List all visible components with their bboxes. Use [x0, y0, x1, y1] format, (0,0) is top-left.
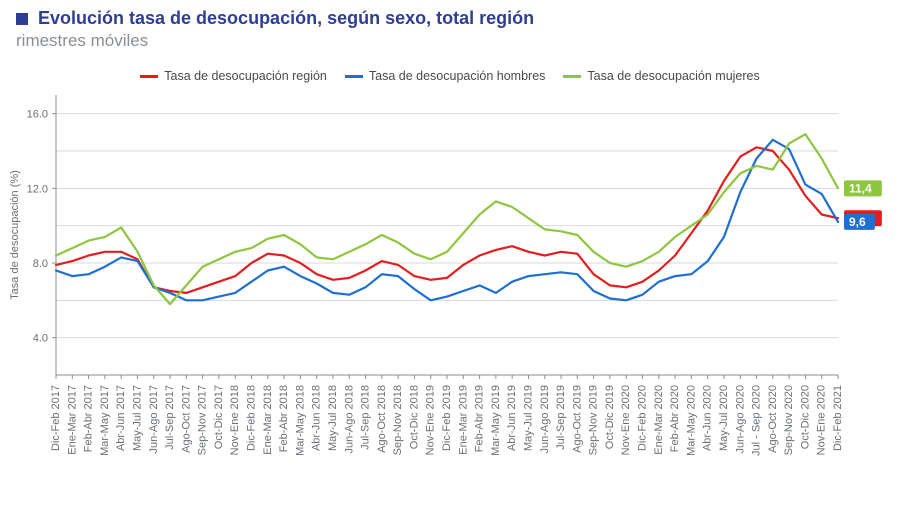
- legend-label: Tasa de desocupación mujeres: [587, 69, 759, 83]
- end-label-hombres: 9,6: [849, 215, 866, 229]
- x-tick-label: Feb-Abr 2019: [474, 385, 486, 452]
- chart-header: Evolución tasa de desocupación, según se…: [0, 0, 900, 51]
- x-tick-label: Ago-Oct 2017: [180, 385, 192, 453]
- x-tick-label: Dic-Feb 2018: [246, 385, 258, 451]
- series-line-region: [56, 147, 838, 293]
- x-tick-label: Feb-Abr 2017: [83, 385, 95, 452]
- x-tick-label: May-Jul 2020: [718, 385, 730, 451]
- x-tick-label: Abr-Jun 2020: [702, 385, 714, 451]
- legend-swatch-icon: [140, 75, 158, 78]
- x-tick-label: Nov-Ene 2020: [816, 385, 828, 455]
- x-tick-label: Dic-Feb 2017: [50, 385, 62, 451]
- end-label-mujeres: 11,4: [849, 182, 872, 196]
- series-line-hombres: [56, 140, 838, 300]
- x-tick-label: May-Jul 2018: [327, 385, 339, 451]
- x-tick-label: Mar-May 2019: [490, 385, 502, 456]
- x-tick-label: Nov-Ene 2018: [229, 385, 241, 455]
- x-tick-label: Dic-Feb 2020: [637, 385, 649, 451]
- y-tick-label: 16.0: [27, 109, 48, 121]
- y-tick-label: 12.0: [27, 183, 48, 195]
- x-tick-label: Feb-Abr 2020: [669, 385, 681, 452]
- x-tick-label: Ago-Oct 2020: [767, 385, 779, 453]
- x-tick-label: Ene-Mar 2018: [262, 385, 274, 455]
- x-tick-label: Ene-Mar 2020: [653, 385, 665, 455]
- x-tick-label: Sep-Nov 2020: [783, 385, 795, 455]
- x-tick-label: Jun-Ago 2018: [343, 385, 355, 454]
- x-tick-label: Ago-Oct 2019: [571, 385, 583, 453]
- x-tick-label: Ene-Mar 2019: [457, 385, 469, 455]
- legend-label: Tasa de desocupación región: [164, 69, 327, 83]
- x-tick-label: Dic-Feb 2021: [832, 385, 844, 451]
- chart-area: 4.0 8.0 12.0 16.0 Tasa de desocupación (%) Di…: [0, 85, 900, 485]
- y-axis-title: Tasa de desocupación (%): [9, 170, 21, 300]
- x-tick-label: Abr-Jun 2019: [506, 385, 518, 451]
- x-tick-label: Jul - Sep 2020: [751, 385, 763, 456]
- y-tick-label: 4.0: [33, 333, 48, 345]
- legend-item: Tasa de desocupación región: [140, 69, 327, 83]
- x-tick-label: Jun-Ago 2017: [148, 385, 160, 454]
- x-tick-label: Ene-Mar 2017: [66, 385, 78, 455]
- x-tick-label: Jun-Ago 2020: [734, 385, 746, 454]
- x-tick-label: Nov-Ene 2019: [425, 385, 437, 455]
- x-tick-label: Oct-Dic 2020: [799, 385, 811, 449]
- x-tick-label: Feb-Abr 2018: [278, 385, 290, 452]
- x-tick-label: Ago-Oct 2018: [376, 385, 388, 453]
- x-tick-label: Mar-May 2018: [294, 385, 306, 456]
- legend-label: Tasa de desocupación hombres: [369, 69, 546, 83]
- y-tick-label: 8.0: [33, 258, 48, 270]
- x-tick-label: Oct-Dic 2017: [213, 385, 225, 449]
- x-tick-label: May-Jul 2017: [131, 385, 143, 451]
- legend-swatch-icon: [563, 75, 581, 78]
- x-tick-label: Abr-Jun 2017: [115, 385, 127, 451]
- x-tick-label: Abr-Jun 2018: [311, 385, 323, 451]
- x-tick-label: Sep-Nov 2017: [197, 385, 209, 455]
- x-tick-label: Jul-Sep 2017: [164, 385, 176, 450]
- legend: Tasa de desocupación región Tasa de desoc…: [0, 69, 900, 83]
- chart-subtitle: rimestres móviles: [16, 31, 884, 51]
- legend-item: Tasa de desocupación hombres: [345, 69, 546, 83]
- chart-title: Evolución tasa de desocupación, según se…: [38, 8, 534, 29]
- x-tick-label: Oct-Dic 2018: [408, 385, 420, 449]
- legend-item: Tasa de desocupación mujeres: [563, 69, 759, 83]
- x-tick-label: Sep-Nov 2019: [588, 385, 600, 455]
- x-tick-label: Dic-Feb 2019: [441, 385, 453, 451]
- legend-swatch-icon: [345, 75, 363, 78]
- x-tick-label: Nov-Ene 2020: [620, 385, 632, 455]
- title-square-icon: [16, 13, 28, 25]
- x-tick-label: Sep-Nov 2018: [392, 385, 404, 455]
- x-tick-label: Oct-Dic 2019: [604, 385, 616, 449]
- line-chart-svg: 4.0 8.0 12.0 16.0 Tasa de desocupación (%) Di…: [0, 85, 900, 485]
- title-line: Evolución tasa de desocupación, según se…: [16, 8, 884, 29]
- x-tick-label: Mar-May 2017: [99, 385, 111, 456]
- x-tick-label: Jul-Sep 2019: [555, 385, 567, 450]
- x-tick-label: Jul-Sep 2018: [360, 385, 372, 450]
- x-tick-label: May-Jul 2019: [522, 385, 534, 451]
- x-tick-label: Mar-May 2020: [685, 385, 697, 456]
- x-tick-label: Jun-Ago 2019: [539, 385, 551, 454]
